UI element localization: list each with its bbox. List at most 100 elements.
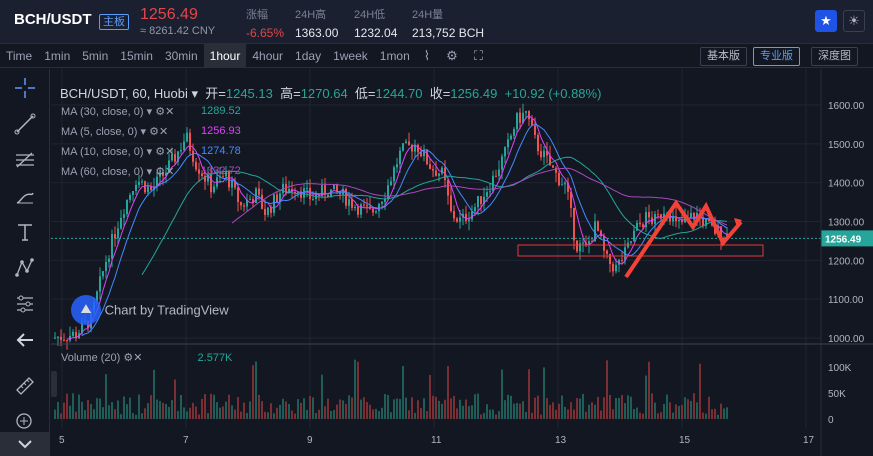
zoom-icon[interactable] <box>11 411 39 439</box>
volume-bar <box>675 404 677 419</box>
settings-gear-icon[interactable]: ⚙ <box>155 166 166 178</box>
close-icon[interactable]: ✕ <box>165 146 175 158</box>
candle-body <box>144 181 146 193</box>
volume-bar <box>459 399 461 419</box>
screenshot-icon[interactable]: ⛶ <box>473 47 483 63</box>
favorite-star-icon[interactable]: ★ <box>815 10 837 32</box>
candle-body <box>273 194 275 213</box>
back-arrow-icon[interactable] <box>11 329 39 357</box>
volume-bar <box>438 400 440 419</box>
view-depth-button[interactable]: 深度图 <box>811 47 858 66</box>
header-icons: ★ ☀ <box>815 10 865 32</box>
interval-1hour[interactable]: 1hour <box>203 43 247 68</box>
ma-10-legend[interactable]: MA (10, close, 0) ▾ ⚙✕ 1274.78 <box>61 145 241 158</box>
volume-bar <box>156 399 158 419</box>
candle-body <box>129 195 131 200</box>
price-tick: 1000.00 <box>828 334 865 345</box>
interval-5min[interactable]: 5min <box>82 48 109 63</box>
volume-bar <box>297 399 299 419</box>
candle-body <box>465 213 467 222</box>
volume-bar <box>486 404 488 419</box>
text-icon[interactable] <box>11 221 39 249</box>
open-label: 开= <box>205 86 226 101</box>
candle-body <box>96 291 98 302</box>
candle-body <box>60 336 62 340</box>
theme-sun-icon[interactable]: ☀ <box>843 10 865 32</box>
chart-canvas[interactable]: 1256.49 1600.00 1500.00 1400.00 1300.00 1200… <box>51 69 873 456</box>
fib-icon[interactable] <box>11 149 39 177</box>
time-tick: 7 <box>183 435 189 446</box>
volume-bar <box>639 412 641 419</box>
crosshair-icon[interactable] <box>11 77 39 105</box>
pair-title[interactable]: BCH/USDT <box>14 11 92 28</box>
interval-1week[interactable]: 1week <box>333 48 368 63</box>
candle-body <box>672 216 674 222</box>
close-icon[interactable]: ✕ <box>165 106 175 118</box>
close-icon[interactable]: ✕ <box>133 352 143 364</box>
volume-label: Volume (20) <box>61 352 121 364</box>
candle-body <box>123 214 125 218</box>
candle-body <box>294 191 296 193</box>
interval-time[interactable]: Time <box>6 48 33 63</box>
close-icon[interactable]: ✕ <box>158 126 169 138</box>
candle-body <box>150 186 152 190</box>
volume-bar <box>627 395 629 419</box>
volume-bar <box>384 394 386 419</box>
settings-gear-icon[interactable]: ⚙ <box>155 146 166 158</box>
settings-gear-icon[interactable]: ⚙ <box>155 106 166 118</box>
last-price: 1256.49 <box>140 6 198 23</box>
candle-body <box>180 149 182 152</box>
volume-bar <box>618 397 620 419</box>
candle-body <box>171 154 173 161</box>
view-pro-button[interactable]: 专业版 <box>753 47 800 66</box>
volume-bar <box>405 397 407 419</box>
pattern-icon[interactable] <box>11 257 39 285</box>
volume-bar <box>417 400 419 419</box>
settings-gear-icon[interactable]: ⚙ <box>446 47 458 63</box>
watermark-text: Chart by TradingView <box>104 302 229 318</box>
volume-bar <box>144 408 146 419</box>
candle-body <box>453 210 455 219</box>
measure-icon[interactable] <box>11 293 39 321</box>
price-tick: 1300.00 <box>828 218 865 229</box>
volume-bar <box>507 394 509 419</box>
candle-body <box>480 196 482 205</box>
trendline-icon[interactable] <box>11 113 39 141</box>
interval-4hour[interactable]: 4hour <box>252 48 284 63</box>
tradingview-watermark[interactable]: ⛰ Chart by TradingView <box>71 295 229 325</box>
symbol-label[interactable]: BCH/USDT, 60, Huobi <box>60 86 188 101</box>
candle-body <box>720 226 722 241</box>
collapse-chevron-icon[interactable] <box>0 432 50 456</box>
volume-legend[interactable]: Volume (20) ⚙✕ 2.577K <box>61 351 232 364</box>
volume-bar <box>303 398 305 419</box>
settings-gear-icon[interactable]: ⚙ <box>149 126 159 138</box>
ma-5-legend[interactable]: MA (5, close, 0) ▾ ⚙✕ 1256.93 <box>61 125 241 138</box>
candle-body <box>66 340 68 342</box>
interval-1min[interactable]: 1min <box>44 48 71 63</box>
interval-1day[interactable]: 1day <box>295 48 322 63</box>
volume-bar <box>510 395 512 419</box>
candle-body <box>156 176 158 187</box>
chart-area[interactable]: 1256.49 1600.00 1500.00 1400.00 1300.00 1200… <box>51 69 873 456</box>
volume-bar <box>642 413 644 419</box>
volume-bar <box>108 405 110 419</box>
candle-body <box>432 169 434 171</box>
candle-body <box>558 172 560 186</box>
brush-icon[interactable] <box>11 185 39 213</box>
volume-bar <box>261 401 263 419</box>
ruler-icon[interactable] <box>11 375 39 403</box>
volume-bar <box>225 401 227 419</box>
view-basic-button[interactable]: 基本版 <box>700 47 747 66</box>
volume-bar <box>336 404 338 419</box>
settings-gear-icon[interactable]: ⚙ <box>123 352 134 364</box>
ma-60-legend[interactable]: MA (60, close, 0) ▾ ⚙✕ 1332.72 <box>61 165 241 178</box>
interval-30min[interactable]: 30min <box>164 48 198 63</box>
interval-1mon[interactable]: 1mon <box>379 48 410 63</box>
volume-bar <box>501 369 503 419</box>
price-tick: 1400.00 <box>828 179 865 190</box>
close-icon[interactable]: ✕ <box>165 166 175 178</box>
ma-30-legend[interactable]: MA (30, close, 0) ▾ ⚙✕ 1289.52 <box>61 105 241 118</box>
indicators-icon[interactable]: ⌇ <box>423 47 431 63</box>
interval-15min[interactable]: 15min <box>120 48 153 63</box>
ma-value: 1274.78 <box>201 145 241 157</box>
